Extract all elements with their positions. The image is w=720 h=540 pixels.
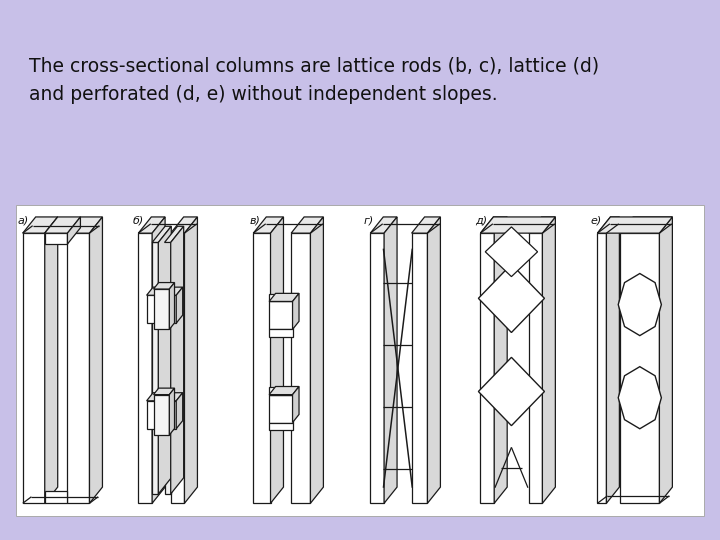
Polygon shape xyxy=(153,388,174,395)
Polygon shape xyxy=(480,217,555,233)
Text: The cross-sectional columns are lattice rods (b, c), lattice (d)
and perforated : The cross-sectional columns are lattice … xyxy=(29,57,599,104)
Polygon shape xyxy=(660,217,672,503)
Polygon shape xyxy=(138,217,165,233)
Bar xyxy=(370,233,384,503)
Text: е): е) xyxy=(590,215,602,225)
Bar xyxy=(45,233,68,244)
Bar xyxy=(23,233,45,503)
Bar xyxy=(269,395,292,422)
Bar xyxy=(620,233,660,503)
Polygon shape xyxy=(45,217,81,233)
Polygon shape xyxy=(45,217,58,503)
Polygon shape xyxy=(478,357,544,426)
Polygon shape xyxy=(480,217,507,233)
Polygon shape xyxy=(269,387,299,395)
Polygon shape xyxy=(171,217,197,233)
Polygon shape xyxy=(176,393,183,429)
Bar xyxy=(269,422,292,430)
Polygon shape xyxy=(384,217,397,503)
Polygon shape xyxy=(89,217,102,503)
Polygon shape xyxy=(292,293,299,329)
Polygon shape xyxy=(171,226,184,494)
Polygon shape xyxy=(292,387,299,422)
Text: г): г) xyxy=(364,215,374,225)
Bar xyxy=(480,233,494,503)
Polygon shape xyxy=(147,393,183,401)
Polygon shape xyxy=(370,217,397,233)
Polygon shape xyxy=(269,293,299,301)
Polygon shape xyxy=(478,264,544,333)
Bar xyxy=(152,242,158,494)
Text: б): б) xyxy=(133,215,144,225)
Polygon shape xyxy=(68,217,102,233)
Bar xyxy=(598,233,606,503)
Text: а): а) xyxy=(17,215,29,225)
Polygon shape xyxy=(176,287,183,323)
Polygon shape xyxy=(528,217,555,233)
Polygon shape xyxy=(23,217,58,233)
Polygon shape xyxy=(164,226,184,242)
Polygon shape xyxy=(412,217,441,233)
Polygon shape xyxy=(147,287,183,295)
Polygon shape xyxy=(618,273,662,335)
Polygon shape xyxy=(271,217,284,503)
Bar xyxy=(269,301,292,329)
Polygon shape xyxy=(620,217,672,233)
Bar xyxy=(528,233,542,503)
Polygon shape xyxy=(485,227,538,276)
Polygon shape xyxy=(598,217,619,233)
Text: д): д) xyxy=(476,215,487,225)
Bar xyxy=(138,233,152,503)
Polygon shape xyxy=(153,282,174,289)
Polygon shape xyxy=(598,217,672,233)
Bar xyxy=(45,491,68,503)
Bar xyxy=(269,387,292,395)
Polygon shape xyxy=(428,217,441,503)
Bar xyxy=(253,233,271,503)
Polygon shape xyxy=(152,226,171,242)
Polygon shape xyxy=(618,367,662,429)
Bar xyxy=(269,329,292,337)
Polygon shape xyxy=(169,388,174,435)
Polygon shape xyxy=(606,217,619,503)
Polygon shape xyxy=(152,217,165,503)
Bar xyxy=(269,294,292,301)
Bar xyxy=(412,233,428,503)
Polygon shape xyxy=(184,217,197,503)
Bar xyxy=(164,242,171,494)
Polygon shape xyxy=(253,217,284,233)
Bar xyxy=(16,205,704,516)
Bar xyxy=(291,233,310,503)
Polygon shape xyxy=(310,217,323,503)
Polygon shape xyxy=(291,217,323,233)
Polygon shape xyxy=(542,217,555,503)
Polygon shape xyxy=(494,217,507,503)
Polygon shape xyxy=(68,217,81,244)
Bar xyxy=(171,233,184,503)
Bar xyxy=(147,401,176,429)
Text: в): в) xyxy=(250,215,261,225)
Bar xyxy=(147,295,176,323)
Bar xyxy=(68,233,89,503)
Bar xyxy=(153,395,169,435)
Polygon shape xyxy=(169,282,174,329)
Bar xyxy=(153,289,169,329)
Polygon shape xyxy=(158,226,171,494)
